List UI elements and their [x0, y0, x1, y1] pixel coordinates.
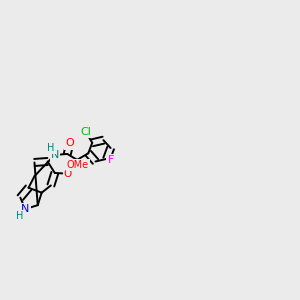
- Text: O: O: [65, 138, 74, 148]
- Text: F: F: [107, 155, 114, 165]
- Text: H: H: [47, 143, 55, 153]
- Text: O: O: [64, 169, 72, 178]
- Text: H: H: [16, 211, 23, 221]
- Text: N: N: [51, 150, 59, 160]
- Text: Cl: Cl: [81, 127, 92, 137]
- Text: N: N: [21, 204, 29, 214]
- Text: OMe: OMe: [67, 160, 89, 170]
